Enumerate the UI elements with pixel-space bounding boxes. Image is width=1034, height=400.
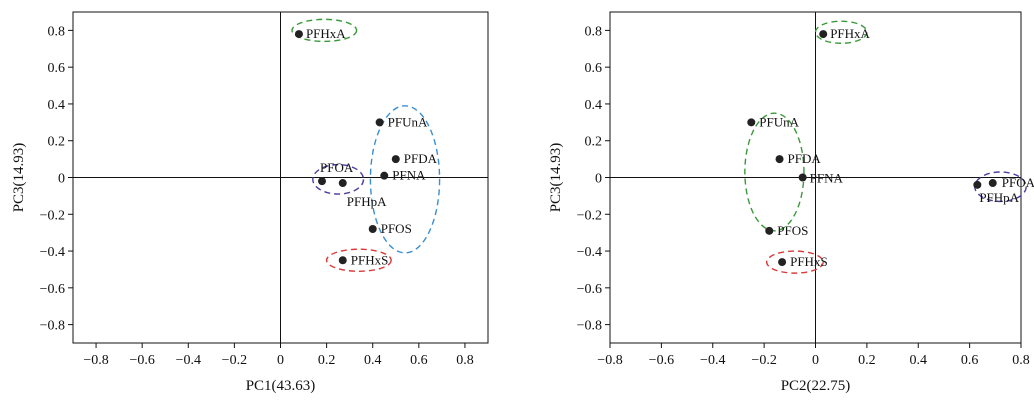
right-x-tick-label: −0.6 [649, 353, 674, 368]
pca-panel-pc2-pc3: −0.8 −0.6 −0.4 −0.2 0 0.2 0.4 0.6 0.8 −0.8 −0.6 −0.… [517, 0, 1034, 400]
right-y-axis-title: PC3(14.93) [548, 143, 564, 213]
right-y-tick-label: 0.8 [585, 24, 603, 39]
right-y-tick-label: 0.4 [585, 98, 603, 113]
right-point-pfhxs [778, 258, 786, 266]
right-x-tick-label: 0.2 [858, 353, 876, 368]
left-y-tick-label: −0.2 [40, 208, 65, 223]
left-point-label-pfoa: PFOA [320, 160, 354, 175]
left-y-tick-label: 0.8 [48, 24, 66, 39]
left-point-pfhxs [339, 256, 347, 264]
left-x-tick-label: −0.6 [129, 353, 154, 368]
right-x-axis-title: PC2(22.75) [781, 378, 851, 394]
right-y-tick-label: −0.6 [577, 282, 602, 297]
left-x-tick-label: −0.8 [83, 353, 108, 368]
pca-panel-pc1-pc3: −0.8 −0.6 −0.4 −0.2 0 0.2 0.4 0.6 0.8 −0.8 −0.6 −0.… [0, 0, 517, 400]
left-x-tick-label: −0.2 [222, 353, 247, 368]
left-point-pfos [369, 225, 377, 233]
left-point-pfuna [376, 118, 384, 126]
left-point-pfhpa [339, 179, 347, 187]
right-y-tick-label: −0.2 [577, 208, 602, 223]
right-point-pfhxa [819, 30, 827, 38]
left-y-tick-label: 0 [58, 172, 65, 187]
right-point-pfos [765, 227, 773, 235]
right-x-tick-label: 0.4 [910, 353, 928, 368]
left-point-pfda [392, 155, 400, 163]
right-x-tick-label: 0.6 [961, 353, 979, 368]
right-point-pfna [799, 174, 807, 182]
right-x-tick-label: −0.2 [751, 353, 776, 368]
left-x-tick-label: 0.4 [364, 353, 382, 368]
left-y-tick-label: −0.4 [40, 245, 65, 260]
left-y-tick-label: 0.2 [48, 135, 66, 150]
right-y-tick-label: 0 [595, 172, 602, 187]
right-point-pfoa [989, 179, 997, 187]
left-x-axis-title: PC1(43.63) [246, 378, 316, 394]
left-point-label-pfhxs: PFHxS [351, 252, 389, 267]
right-point-pfda [776, 155, 784, 163]
left-x-tick-label: 0 [277, 353, 284, 368]
left-x-tick-label: −0.4 [176, 353, 201, 368]
right-point-label-pfna: PFNA [810, 171, 844, 186]
left-x-tick-label: 0.8 [456, 353, 474, 368]
right-x-tick-label: 0.8 [1012, 353, 1030, 368]
right-point-pfhpa [973, 181, 981, 189]
left-y-tick-label: −0.8 [40, 319, 65, 334]
left-point-pfna [380, 172, 388, 180]
right-x-tick-label: 0 [812, 353, 819, 368]
right-point-label-pfos: PFOS [777, 223, 808, 238]
left-point-label-pfuna: PFUnA [388, 114, 428, 129]
right-x-tick-label: −0.4 [700, 353, 725, 368]
right-group-ellipse-pfuna-pfda-pfna-pfos [745, 113, 804, 231]
right-x-tick-label: −0.8 [597, 353, 622, 368]
left-y-tick-label: −0.6 [40, 282, 65, 297]
right-y-tick-label: −0.4 [577, 245, 602, 260]
left-point-label-pfna: PFNA [392, 168, 426, 183]
right-point-label-pfuna: PFUnA [759, 114, 799, 129]
right-y-tick-label: 0.6 [585, 61, 603, 76]
right-point-label-pfoa: PFOA [1002, 175, 1034, 190]
left-point-pfoa [318, 177, 326, 185]
left-y-axis-title: PC3(14.93) [11, 143, 27, 213]
left-x-tick-label: 0.6 [410, 353, 428, 368]
right-y-tick-label: 0.2 [585, 135, 603, 150]
left-point-label-pfhpa: PFHpA [347, 194, 387, 209]
left-point-pfhxa [295, 30, 303, 38]
right-point-pfuna [747, 118, 755, 126]
left-point-label-pfda: PFDA [404, 151, 438, 166]
left-point-label-pfhxa: PFHxA [306, 26, 346, 41]
right-point-label-pfhxs: PFHxS [790, 254, 828, 269]
left-y-tick-label: 0.6 [48, 61, 66, 76]
right-point-label-pfhpa: PFHpA [979, 190, 1019, 205]
left-x-tick-label: 0.2 [318, 353, 336, 368]
left-y-tick-label: 0.4 [48, 98, 66, 113]
right-point-label-pfhxa: PFHxA [830, 26, 870, 41]
left-point-label-pfos: PFOS [381, 221, 412, 236]
right-y-tick-label: −0.8 [577, 319, 602, 334]
right-point-label-pfda: PFDA [788, 151, 822, 166]
